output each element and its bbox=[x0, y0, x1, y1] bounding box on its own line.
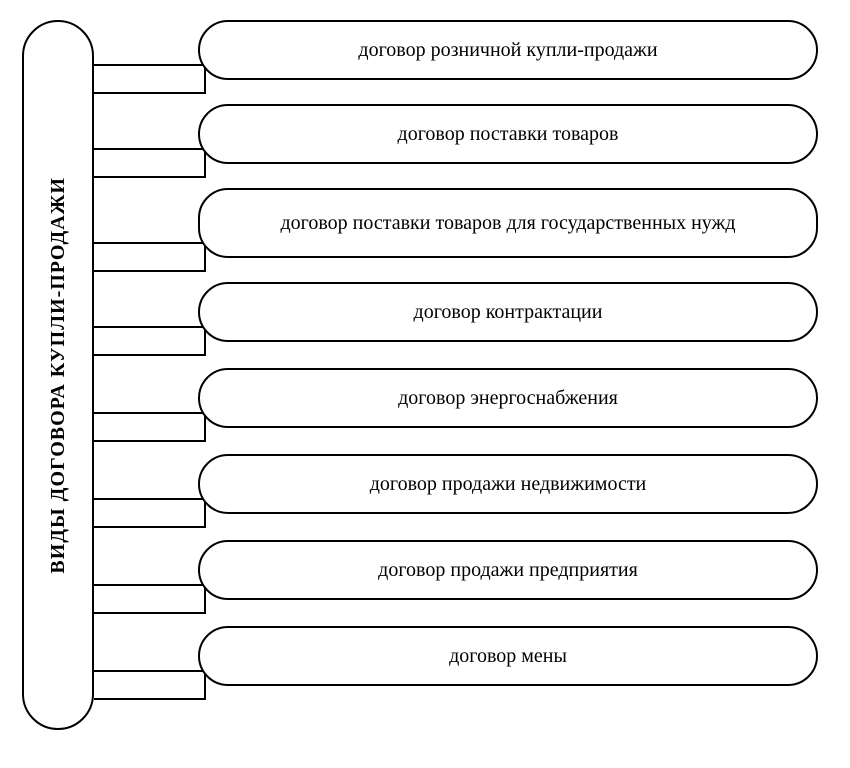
leaf-label: договор продажи предприятия bbox=[378, 559, 638, 582]
leaf-node: договор контрактации bbox=[198, 282, 818, 342]
connector bbox=[94, 412, 206, 442]
leaf-label: договор поставки товаров bbox=[398, 123, 619, 146]
leaf-label: договор контрактации bbox=[414, 301, 603, 324]
connector bbox=[94, 326, 206, 356]
leaf-node: договор продажи предприятия bbox=[198, 540, 818, 600]
leaf-label: договор мены bbox=[449, 645, 567, 668]
leaf-node: договор розничной купли-продажи bbox=[198, 20, 818, 80]
connector bbox=[94, 64, 206, 94]
connector bbox=[94, 584, 206, 614]
leaf-label: договор энергоснабжения bbox=[398, 387, 618, 410]
connector bbox=[94, 670, 206, 700]
leaf-node: договор поставки товаров bbox=[198, 104, 818, 164]
leaf-label: договор розничной купли-продажи bbox=[358, 39, 657, 62]
leaf-node: договор поставки товаров для государстве… bbox=[198, 188, 818, 258]
root-node: ВИДЫ ДОГОВОРА КУПЛИ-ПРОДАЖИ bbox=[22, 20, 94, 730]
leaf-node: договор продажи недвижимости bbox=[198, 454, 818, 514]
leaf-label: договор продажи недвижимости bbox=[370, 473, 647, 496]
leaf-node: договор энергоснабжения bbox=[198, 368, 818, 428]
connector bbox=[94, 242, 206, 272]
leaf-node: договор мены bbox=[198, 626, 818, 686]
leaf-label: договор поставки товаров для государстве… bbox=[280, 212, 735, 235]
connector bbox=[94, 148, 206, 178]
connector bbox=[94, 498, 206, 528]
root-label: ВИДЫ ДОГОВОРА КУПЛИ-ПРОДАЖИ bbox=[47, 177, 70, 574]
